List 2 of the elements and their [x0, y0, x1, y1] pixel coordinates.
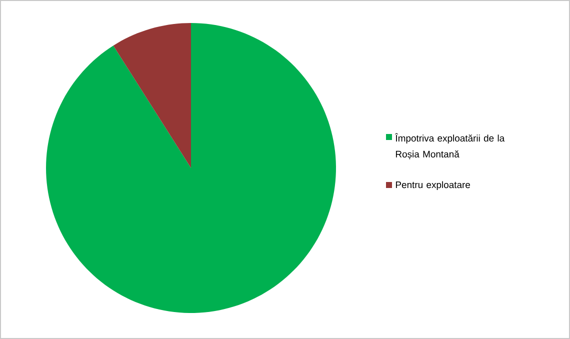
legend-label: Pentru exploatare [396, 181, 470, 190]
legend-label: Împotriva exploatării de la Roșia Montană [394, 133, 505, 160]
